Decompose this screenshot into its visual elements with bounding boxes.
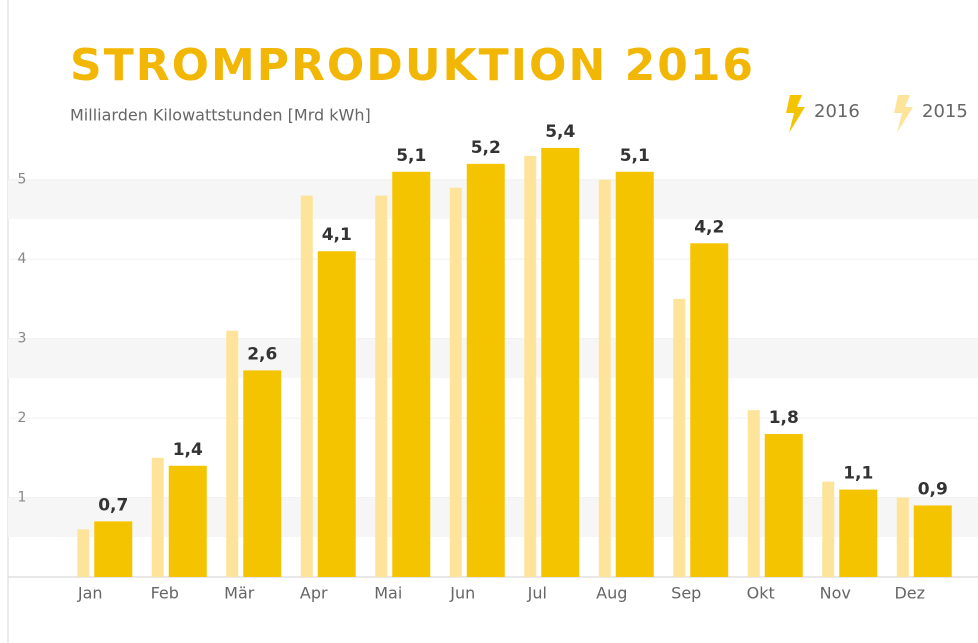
bar [913,505,952,577]
bar [449,187,462,577]
data-label: 4,2 [694,217,724,237]
data-label: 2,6 [247,344,277,364]
y-tick-label: 2 [18,410,27,426]
x-tick-label: Jun [449,584,475,603]
data-label: 5,2 [471,138,501,158]
bar [243,370,282,577]
x-tick-label: Aug [596,584,627,603]
bar [77,529,90,577]
legend-icon [786,95,805,133]
x-tick-label: Nov [820,584,851,603]
x-tick-label: Apr [300,584,328,603]
bar [615,171,654,578]
bar [541,147,580,578]
bar [673,298,686,577]
bar [839,489,878,577]
data-label: 1,1 [843,464,873,484]
x-tick-label: Feb [151,584,179,603]
bar [747,410,760,577]
bar [466,163,505,577]
bar [151,457,164,577]
bar [896,497,909,577]
x-tick-label: Okt [747,584,775,603]
bar [375,195,388,578]
x-tick-label: Sep [671,584,701,603]
bar [226,330,239,577]
data-label: 5,4 [545,122,575,142]
bar [317,251,356,577]
legend: 2016 2015 [786,95,968,133]
data-label: 5,1 [620,146,650,166]
legend-icon [894,95,913,133]
data-label: 1,4 [173,440,203,460]
x-tick-label: Mär [224,584,255,603]
data-label: 4,1 [322,225,352,245]
chart-title: STROMPRODUKTION 2016 [70,40,755,91]
x-tick-label: Dez [894,584,925,603]
y-tick-label: 1 [18,490,27,506]
legend-label: 2015 [922,101,968,122]
data-label: 1,8 [769,408,799,428]
legend-label: 2016 [814,101,860,122]
y-tick-label: 3 [18,331,27,347]
x-tick-label: Mai [374,584,402,603]
y-tick-label: 4 [18,251,27,267]
x-tick-label: Jan [77,584,103,603]
data-label: 0,7 [98,495,128,515]
bar [524,155,537,577]
x-tick-label: Jul [527,584,547,603]
bar [764,433,803,577]
data-label: 5,1 [396,146,426,166]
bar [300,195,313,578]
bar [598,179,611,577]
y-tick-label: 5 [18,172,27,188]
bar [392,171,431,578]
bar [94,521,133,577]
bar [690,243,729,578]
bar [168,465,207,577]
data-label: 0,9 [918,479,948,499]
chart-subtitle: Milliarden Kilowattstunden [Mrd kWh] [70,106,371,125]
bar [822,481,835,577]
